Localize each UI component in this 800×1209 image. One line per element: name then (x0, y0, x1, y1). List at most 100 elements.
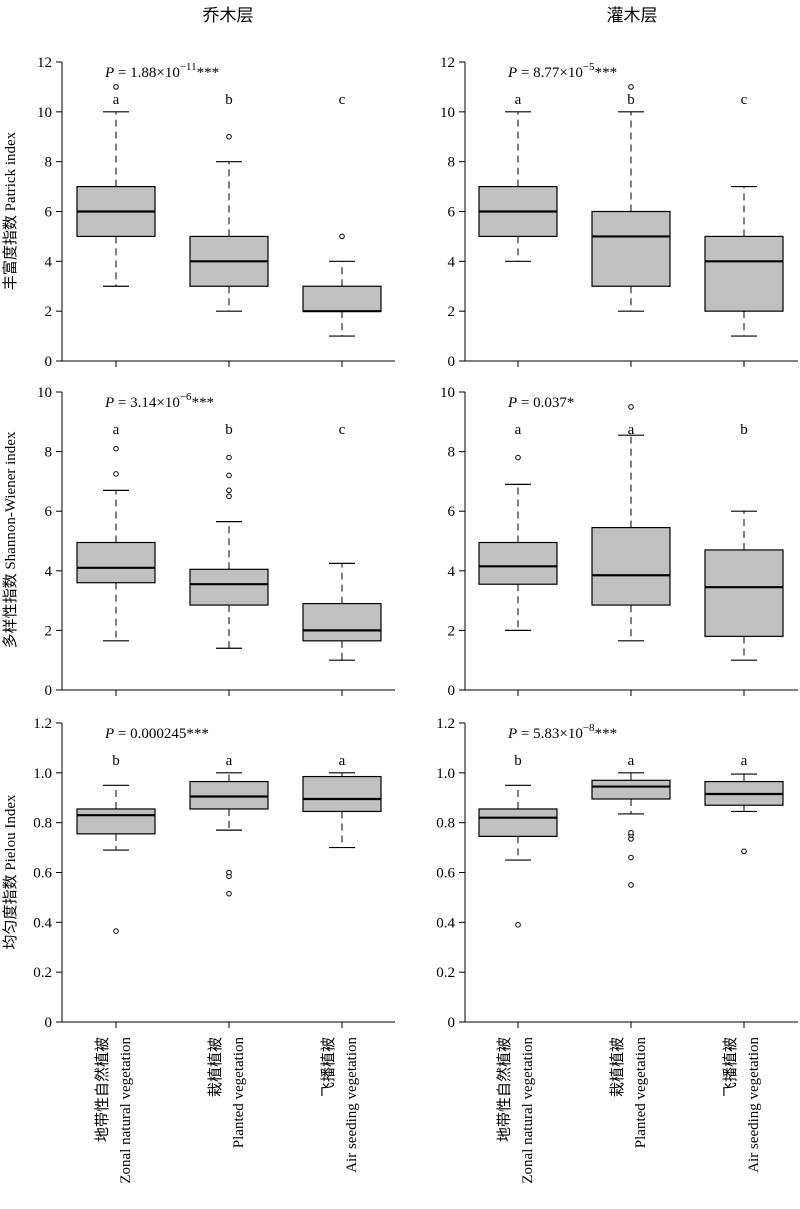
y-tick-label: 4 (448, 254, 456, 270)
y-tick-label: 6 (448, 205, 456, 221)
panel-tree-pielou: 0 0.2 0.4 0.6 0.8 1.0 1.2 b a a P = 0.000245*** (33, 716, 395, 1031)
y-tick-label: 8 (45, 155, 53, 171)
y-tick-label: 1.2 (436, 716, 455, 732)
y-tick-label: 0.6 (436, 866, 455, 882)
significance-letter: a (113, 92, 120, 108)
iqr-box (76, 808, 156, 835)
p-symbol: P (507, 65, 517, 81)
y-tick-label: 2 (45, 304, 53, 320)
y-tick-label: 6 (45, 504, 53, 520)
significance-letter: a (113, 422, 120, 438)
significance-letter: b (627, 92, 635, 108)
p-value-text: = 0.037 (517, 395, 567, 411)
box-1: a (76, 422, 156, 642)
column-title-tree: 乔木层 (203, 6, 254, 25)
box-3: a (302, 753, 382, 849)
y-tick-label: 8 (45, 445, 53, 461)
box-2: b (591, 84, 671, 312)
x-label-planted-cn: 栽植植被 (207, 1037, 224, 1097)
iqr-box (591, 526, 671, 606)
p-value-stars: *** (595, 65, 618, 81)
significance-letter: a (628, 422, 635, 438)
p-symbol: P (104, 65, 114, 81)
box-3: c (302, 422, 382, 661)
p-value-stars: *** (197, 65, 220, 81)
outlier-point (226, 487, 232, 494)
significance-letter: b (514, 753, 522, 769)
p-value-text: = 0.000245 (114, 726, 186, 742)
y-tick-label: 0 (45, 1015, 53, 1031)
box-3: c (704, 92, 784, 337)
row-label-pielou: 均匀度指数 Pielou Index (2, 794, 19, 949)
outlier-point (226, 133, 232, 140)
p-value-text: = 8.77×10 (517, 65, 583, 81)
iqr-box (704, 235, 784, 312)
y-tick-label: 10 (37, 105, 52, 121)
outlier-point (628, 854, 634, 861)
significance-letter: b (225, 422, 233, 438)
outlier-point (113, 471, 119, 477)
significance-letter: b (112, 753, 120, 769)
y-tick-label: 0.4 (33, 915, 52, 931)
iqr-box (478, 808, 558, 837)
p-value-annotation: P = 3.14×10−6*** (104, 391, 214, 411)
y-tick-label: 0 (448, 354, 456, 370)
x-label-zonal-cn: 地带性自然植被 (94, 1037, 111, 1142)
y-tick-label: 12 (440, 55, 455, 71)
box-3: a (704, 753, 784, 855)
outlier-point (113, 928, 119, 934)
y-tick-label: 10 (440, 105, 455, 121)
panel-shrub-shannon: 0 2 4 6 8 10 a a b P = 0.037* (440, 385, 798, 699)
y-tick-label: 1.0 (436, 766, 455, 782)
panel-shrub-pielou: 0 0.2 0.4 0.6 0.8 1.0 1.2 b a a P = 5.83×10−8*** (436, 716, 798, 1031)
y-tick-label: 4 (45, 564, 53, 580)
iqr-box (76, 541, 156, 584)
outlier-point (113, 445, 119, 452)
outlier-point (628, 829, 634, 836)
y-tick-label: 0 (45, 354, 53, 370)
significance-letter: c (741, 92, 748, 108)
box-2: a (591, 404, 671, 642)
iqr-box (302, 285, 382, 312)
x-label-air-cn: 飞播植被 (722, 1037, 739, 1097)
iqr-box (591, 779, 671, 800)
y-tick-label: 0.8 (33, 816, 52, 832)
iqr-box (189, 568, 269, 606)
p-value-annotation: P = 0.000245*** (104, 726, 209, 742)
box-1: b (76, 753, 156, 934)
x-label-air-cn: 飞播植被 (320, 1037, 337, 1097)
y-tick-label: 12 (37, 55, 52, 71)
box-1: a (76, 84, 156, 287)
x-label-planted-cn: 栽植植被 (609, 1037, 626, 1097)
box-2: a (189, 753, 269, 897)
box-1: a (478, 422, 558, 632)
outlier-point (515, 454, 521, 461)
x-category-labels-shrub: 地带性自然植被 Zonal natural vegetation 栽植植被 Pl… (496, 1037, 762, 1184)
p-value-text: = 5.83×10 (517, 726, 583, 742)
significance-letter: a (741, 753, 748, 769)
significance-letter: a (339, 753, 346, 769)
x-label-planted-en: Planted vegetation (633, 1037, 649, 1149)
p-value-stars: *** (186, 726, 209, 742)
outlier-point (628, 882, 634, 888)
x-label-zonal-cn: 地带性自然植被 (496, 1037, 513, 1142)
box-3: c (302, 92, 382, 337)
y-tick-label: 2 (45, 623, 53, 639)
p-value-exponent: −6 (180, 391, 192, 403)
outlier-point (113, 84, 119, 90)
y-tick-label: 0.8 (436, 816, 455, 832)
iqr-box (591, 210, 671, 287)
y-tick-label: 6 (45, 205, 53, 221)
y-tick-label: 0 (448, 1015, 456, 1031)
y-tick-label: 8 (448, 445, 456, 461)
y-tick-label: 4 (45, 254, 53, 270)
y-tick-label: 0.4 (436, 915, 455, 931)
p-symbol: P (104, 726, 114, 742)
outlier-point (339, 233, 345, 240)
p-value-stars: *** (192, 395, 215, 411)
p-symbol: P (104, 395, 114, 411)
box-2: b (189, 92, 269, 312)
y-tick-label: 8 (448, 155, 456, 171)
outlier-point (515, 922, 521, 928)
y-tick-label: 0 (448, 683, 456, 699)
